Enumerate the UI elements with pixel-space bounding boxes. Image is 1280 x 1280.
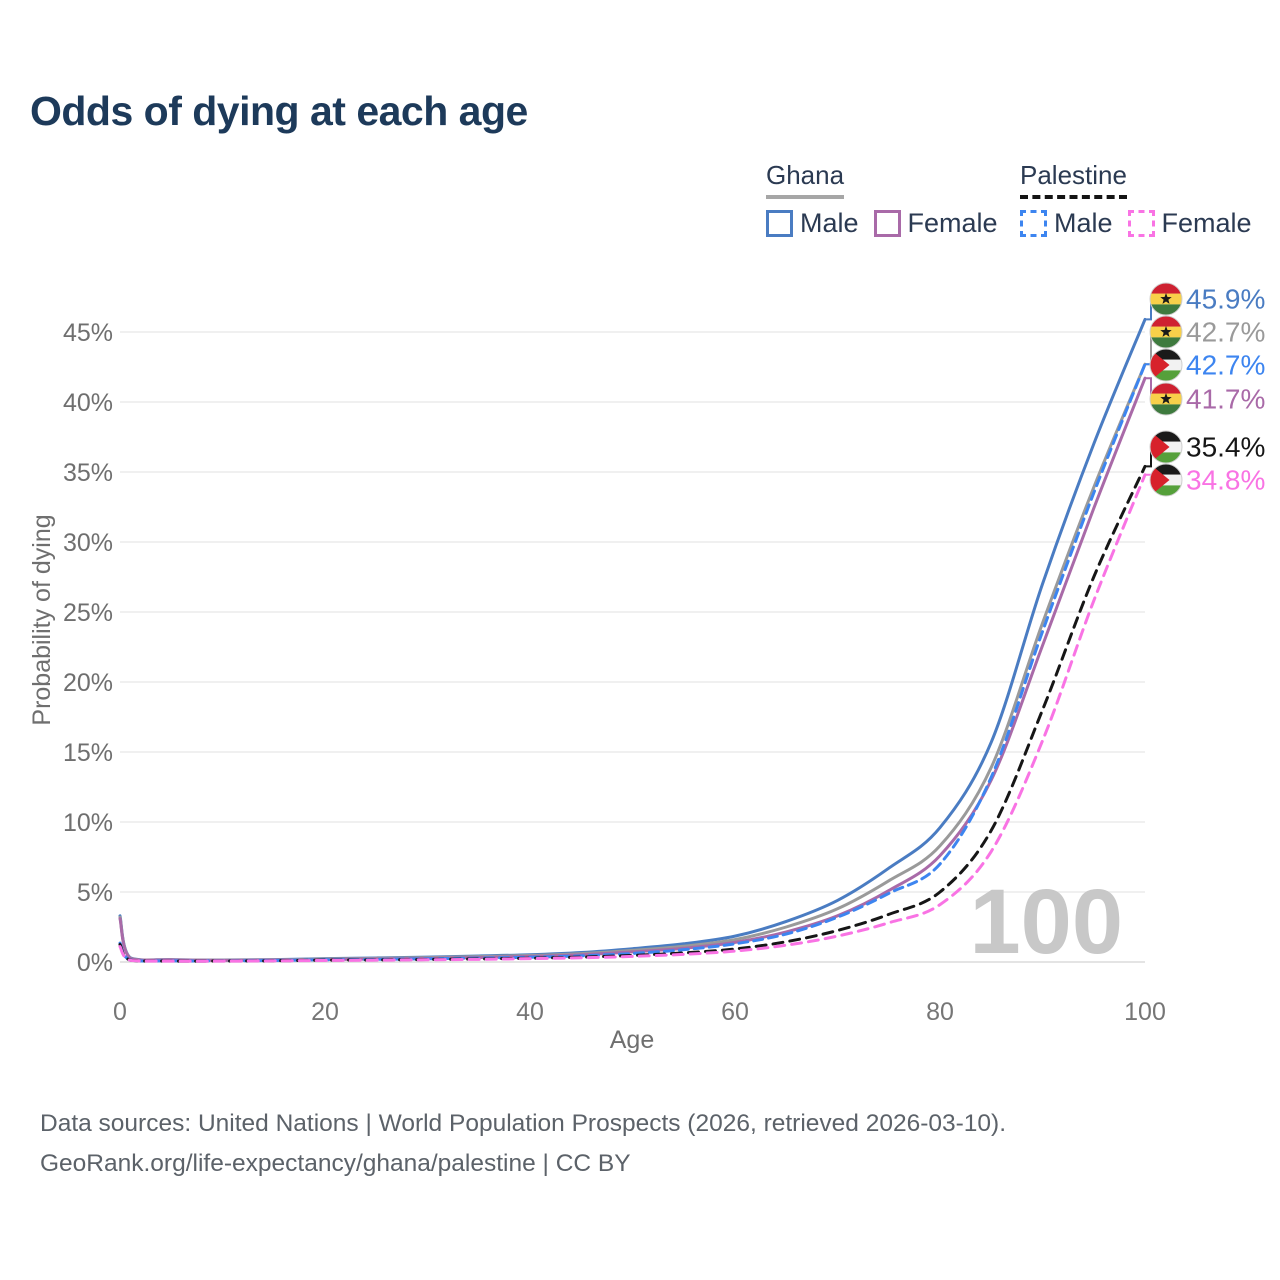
x-tick-label: 60 — [721, 998, 749, 1026]
ghana-flag-icon — [1150, 316, 1182, 348]
legend-item-palestine-female[interactable]: Female — [1127, 208, 1252, 239]
x-tick-label: 100 — [1124, 998, 1166, 1026]
y-tick-label: 45% — [63, 319, 113, 347]
legend-country-ghana: Ghana — [766, 160, 845, 199]
end-value-label-ghana-male: 45.9% — [1186, 284, 1265, 315]
palestine-male-swatch-icon — [1020, 210, 1047, 237]
x-tick-label: 80 — [926, 998, 954, 1026]
ghana-flag-icon — [1150, 283, 1182, 315]
attribution-text: GeoRank.org/life-expectancy/ghana/palest… — [40, 1150, 631, 1177]
palestine-flag-icon — [1150, 349, 1182, 381]
legend-country-palestine: Palestine — [1020, 160, 1127, 199]
legend-row-palestine: Male Female — [1020, 208, 1267, 239]
axis-ticks: 0% 5% 10% 15% 20% 25% 30% 35% 40% 45% 0 20 40 60 80 100 — [63, 319, 1166, 1026]
end-value-label-palestine-both: 35.4% — [1186, 432, 1265, 463]
x-tick-label: 20 — [311, 998, 339, 1026]
footer: Data sources: United Nations | World Pop… — [40, 1104, 1006, 1184]
y-tick-label: 15% — [63, 739, 113, 767]
age-counter-watermark: 100 — [970, 871, 1124, 973]
y-tick-label: 0% — [77, 949, 113, 977]
ghana-flag-icon — [1150, 383, 1182, 415]
y-axis-title: Probability of dying — [28, 514, 56, 725]
data-sources-text: Data sources: United Nations | World Pop… — [40, 1110, 1007, 1137]
end-value-label-palestine-female: 34.8% — [1186, 465, 1265, 496]
page-title: Odds of dying at each age — [30, 88, 528, 134]
legend-label: Female — [907, 208, 998, 238]
series-line-palestine-female — [118, 473, 1147, 963]
legend-group-ghana: Ghana Male Female — [766, 160, 1013, 239]
y-tick-label: 40% — [63, 389, 113, 417]
legend-label: Male — [800, 208, 859, 238]
legend-item-palestine-male[interactable]: Male — [1020, 208, 1113, 239]
end-value-label-palestine-male: 42.7% — [1186, 350, 1265, 381]
palestine-flag-icon — [1150, 431, 1182, 463]
legend-label: Female — [1161, 208, 1252, 238]
legend-item-ghana-female[interactable]: Female — [873, 208, 998, 239]
series-line-ghana-male — [118, 317, 1147, 962]
legend-group-palestine: Palestine Male Female — [1020, 160, 1267, 239]
end-value-label-ghana-female: 41.7% — [1186, 384, 1265, 415]
y-tick-label: 30% — [63, 529, 113, 557]
gridlines — [120, 331, 1145, 963]
series-end-labels: 45.9%42.7%41.7%42.7%35.4%34.8% — [1145, 283, 1265, 496]
legend-label: Male — [1054, 208, 1113, 238]
palestine-female-swatch-icon — [1127, 210, 1155, 237]
palestine-flag-icon — [1150, 464, 1182, 496]
legend-item-ghana-male[interactable]: Male — [766, 208, 859, 239]
y-tick-label: 5% — [77, 879, 113, 907]
y-tick-label: 25% — [63, 599, 113, 627]
ghana-female-swatch-icon — [873, 210, 901, 237]
x-tick-label: 0 — [113, 998, 127, 1026]
series-lines — [118, 317, 1147, 963]
x-axis-title: Age — [610, 1026, 654, 1054]
x-tick-label: 40 — [516, 998, 544, 1026]
y-tick-label: 35% — [63, 459, 113, 487]
y-tick-label: 10% — [63, 809, 113, 837]
ghana-male-swatch-icon — [766, 210, 793, 237]
end-value-label-ghana-both: 42.7% — [1186, 317, 1265, 348]
legend-row-ghana: Male Female — [766, 208, 1013, 239]
y-tick-label: 20% — [63, 669, 113, 697]
